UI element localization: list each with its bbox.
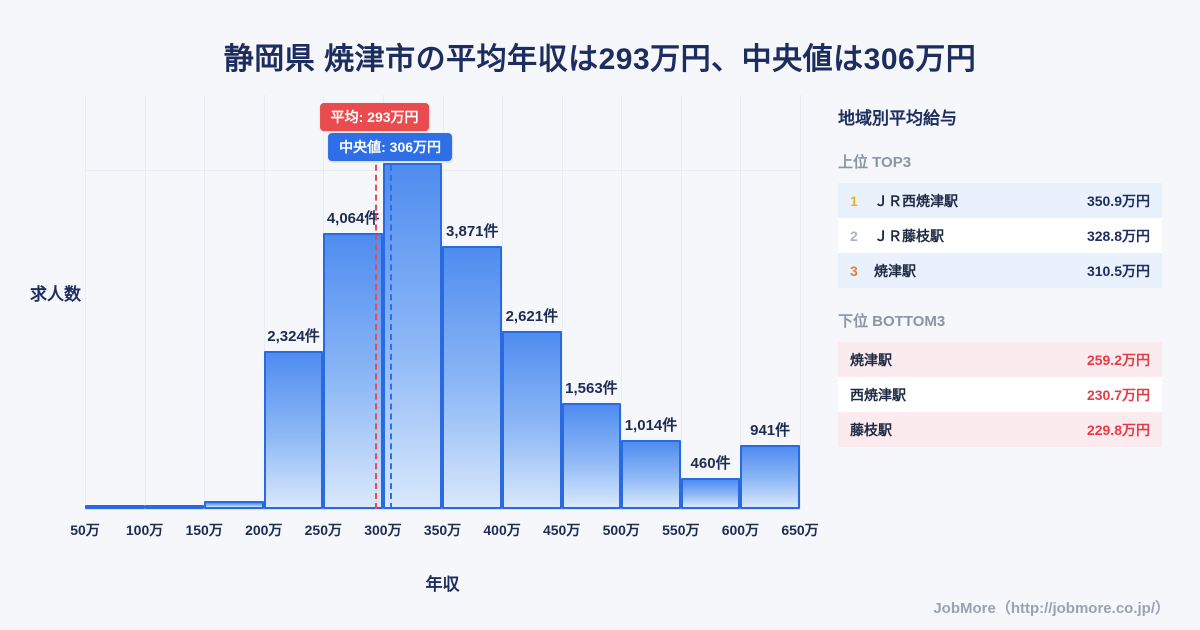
histogram-bar — [382, 162, 443, 509]
histogram-bar — [561, 402, 622, 509]
salary-value: 310.5万円 — [1086, 262, 1150, 279]
station-name: 藤枝駅 — [850, 421, 892, 438]
sidebar-title: 地域別平均給与 — [838, 109, 957, 128]
top3-heading: 上位 TOP3 — [838, 154, 912, 171]
histogram-bar-slot: 2,324件 — [263, 95, 324, 509]
x-axis-ticks: 50万 100万 150万 200万 250万 300万 350万 400万 450万 500万 5… — [70, 520, 818, 540]
histogram-bar-slot: 4,064件 — [323, 95, 383, 509]
histogram-plot: 2,324件 4,064件 3,871件 2,621件 1,563件 1,014件 460件… — [85, 95, 801, 510]
y-axis-label: 求人数 — [30, 285, 81, 304]
bar-value-label: 2,621件 — [505, 308, 559, 326]
rank-badge: 1 — [850, 192, 858, 209]
x-tick-label: 550万 — [662, 522, 700, 538]
x-tick-label: 650万 — [781, 522, 819, 538]
median-line — [390, 155, 393, 509]
bar-value-label: 2,324件 — [267, 328, 320, 346]
histogram-bar-slot — [144, 95, 205, 509]
histogram-bar-slot — [382, 95, 443, 509]
top3-table: 1 ＪＲ西焼津駅 350.9万円 2 ＪＲ藤枝駅 328.8万円 3 焼津駅 3… — [838, 183, 1162, 288]
x-axis-label: 年収 — [425, 575, 460, 594]
table-row: 1 ＪＲ西焼津駅 350.9万円 — [838, 183, 1162, 218]
page-title: 静岡県 焼津市の平均年収は293万円、中央値は306万円 — [223, 43, 977, 76]
salary-value: 230.7万円 — [1086, 386, 1150, 403]
histogram-bar — [621, 440, 681, 509]
gridline — [85, 95, 86, 509]
histogram-bar — [85, 505, 145, 509]
bar-value-label: 941件 — [750, 422, 791, 440]
x-tick-label: 300万 — [364, 522, 402, 538]
rank-badge: 2 — [850, 227, 858, 244]
x-tick-label: 350万 — [423, 522, 462, 538]
rank-badge: 3 — [850, 262, 858, 279]
salary-value: 229.8万円 — [1086, 421, 1150, 438]
histogram-bar — [144, 505, 205, 509]
bar-value-label: 1,563件 — [565, 379, 618, 397]
median-badge: 中央値: 306万円 — [328, 133, 453, 161]
gridline — [680, 95, 682, 509]
gridline — [561, 95, 563, 509]
bar-value-label: 460件 — [690, 454, 731, 472]
salary-value: 350.9万円 — [1086, 192, 1150, 209]
bar-value-label: 4,064件 — [326, 210, 380, 228]
gridline — [740, 95, 742, 509]
horizontal-gridline — [85, 169, 800, 171]
bar-value-label: 3,871件 — [445, 223, 499, 241]
x-tick-label: 50万 — [70, 522, 100, 538]
x-tick-label: 450万 — [542, 522, 581, 538]
bottom3-table: 焼津駅 259.2万円 西焼津駅 230.7万円 藤枝駅 229.8万円 — [838, 342, 1162, 447]
station-name: ＪＲ西焼津駅 — [874, 192, 958, 209]
histogram-bar-slot: 2,621件 — [502, 95, 562, 509]
histogram-bar — [740, 445, 800, 509]
histogram-bar — [323, 233, 383, 509]
x-tick-label: 250万 — [304, 522, 343, 538]
histogram-bar — [680, 477, 741, 509]
table-row: 藤枝駅 229.8万円 — [838, 412, 1162, 447]
station-name: 焼津駅 — [850, 351, 892, 368]
mean-badge: 平均: 293万円 — [319, 103, 430, 131]
gridline — [204, 95, 206, 509]
footer-credit: JobMore（http://jobmore.co.jp/） — [933, 600, 1170, 617]
table-row: 西焼津駅 230.7万円 — [838, 377, 1162, 412]
histogram-bar-slot: 1,014件 — [621, 95, 681, 509]
x-tick-label: 100万 — [125, 522, 164, 538]
x-tick-label: 150万 — [185, 522, 223, 538]
station-name: ＪＲ藤枝駅 — [874, 227, 944, 244]
bars-row: 2,324件 4,064件 3,871件 2,621件 1,563件 1,014件 460件… — [85, 95, 800, 509]
histogram-bar — [442, 246, 503, 509]
mean-line — [374, 125, 377, 509]
gridline — [502, 95, 504, 509]
histogram-bar — [263, 351, 324, 509]
station-name: 西焼津駅 — [850, 386, 906, 403]
gridline — [144, 95, 146, 509]
histogram-bar — [502, 331, 562, 509]
x-tick-label: 500万 — [602, 522, 640, 538]
bar-value-label: 1,014件 — [624, 417, 678, 435]
gridline — [800, 95, 801, 509]
salary-value: 259.2万円 — [1086, 351, 1150, 368]
histogram-bar-slot: 1,563件 — [561, 95, 622, 509]
histogram-bar-slot: 460件 — [680, 95, 741, 509]
table-row: 焼津駅 259.2万円 — [838, 342, 1162, 377]
histogram-bar-slot: 941件 — [740, 95, 800, 509]
x-tick-label: 400万 — [483, 522, 521, 538]
table-row: 2 ＪＲ藤枝駅 328.8万円 — [838, 218, 1162, 253]
histogram-bar-slot — [85, 95, 145, 509]
gridline — [621, 95, 623, 509]
histogram-bar-slot: 3,871件 — [442, 95, 503, 509]
regional-salary-panel: 地域別平均給与 上位 TOP3 1 ＪＲ西焼津駅 350.9万円 2 ＪＲ藤枝駅… — [838, 104, 1162, 447]
gridline — [263, 95, 265, 509]
table-row: 3 焼津駅 310.5万円 — [838, 253, 1162, 288]
histogram-bar-slot — [204, 95, 264, 509]
x-tick-label: 200万 — [245, 522, 283, 538]
station-name: 焼津駅 — [874, 262, 916, 279]
salary-value: 328.8万円 — [1086, 227, 1150, 244]
bottom3-heading: 下位 BOTTOM3 — [838, 313, 946, 330]
x-tick-label: 600万 — [721, 522, 760, 538]
histogram-bar — [204, 500, 264, 509]
